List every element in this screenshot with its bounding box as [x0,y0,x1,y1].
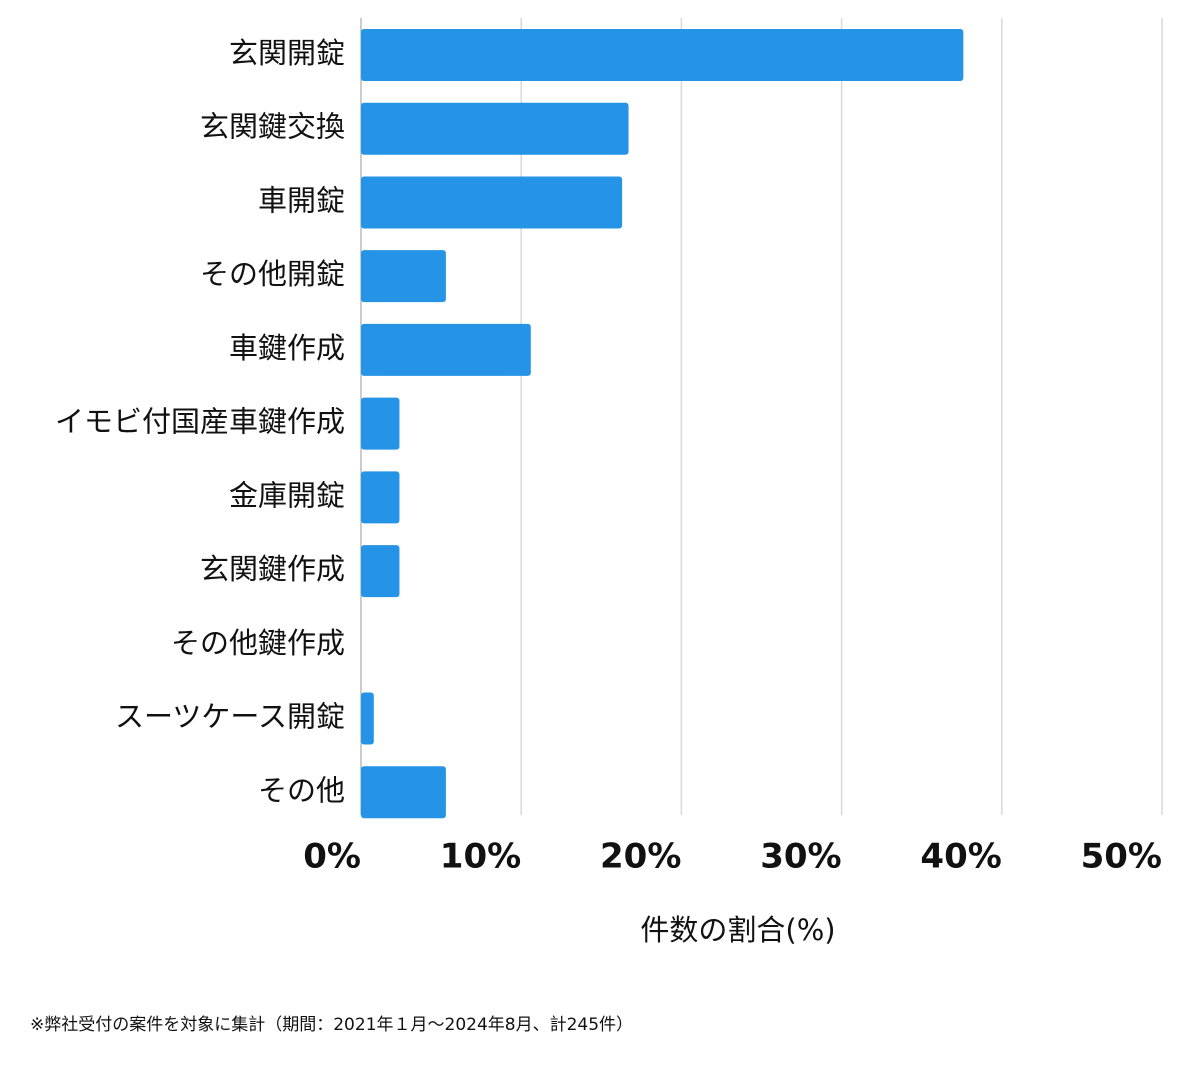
y-tick-label: 車鍵作成 [229,331,345,365]
y-tick-label: 金庫開錠 [229,478,345,512]
y-tick-label: 車開錠 [258,183,345,217]
y-tick-label: 玄関開錠 [229,36,345,70]
bar [361,692,374,745]
x-tick-label: 40% [920,837,1001,877]
bar [361,545,400,598]
y-tick-label: その他開錠 [200,257,345,291]
x-tick-label: 0% [303,837,361,877]
x-tick-label: 50% [1081,837,1162,877]
y-tick-label: その他鍵作成 [171,626,345,660]
x-tick-label: 30% [760,837,841,877]
y-tick-label: イモビ付国産車鍵作成 [55,405,345,439]
bar [361,250,446,303]
bar [361,766,446,819]
y-tick-label: その他 [258,773,345,807]
bar [361,176,623,229]
bar [361,29,964,81]
bar [361,397,400,450]
bar [361,471,400,524]
y-tick-label: スーツケース開錠 [115,700,345,734]
bar [361,323,531,376]
x-tick-label: 20% [600,837,681,877]
x-axis-title: 件数の割合(%) [640,913,835,947]
x-tick-label: 10% [440,837,521,877]
y-tick-label: 玄関鍵作成 [200,552,345,586]
bar [361,102,629,155]
footnote: ※弊社受付の案件を対象に集計（期間：2021年１月〜2024年8月、計245件） [30,1015,633,1035]
y-tick-label: 玄関鍵交換 [200,110,345,144]
